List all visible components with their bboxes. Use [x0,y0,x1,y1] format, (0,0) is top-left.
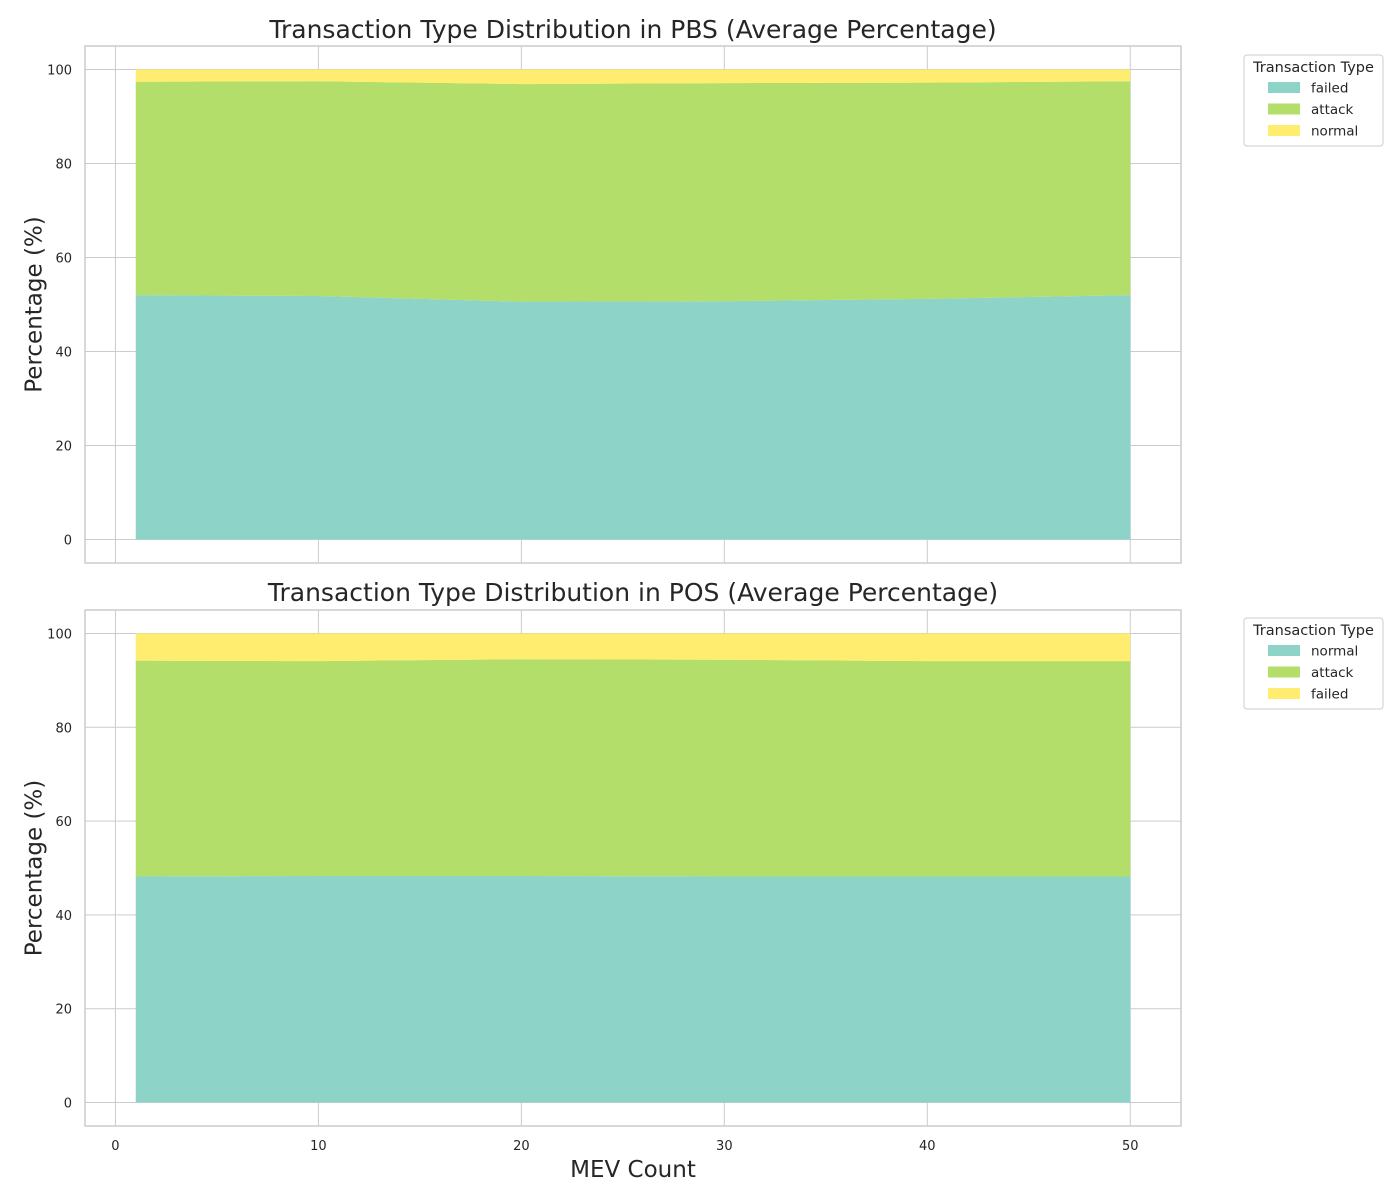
legend-swatch-failed [1268,688,1300,699]
y-tick-label: 100 [47,64,72,79]
legend-label-failed: failed [1311,81,1348,97]
area-series-attack [135,81,1131,302]
y-tick-label: 40 [55,346,72,361]
legend-title: Transaction Type [1252,60,1374,76]
chart-panel-1: 0 20 40 60 80 100 Transaction Type Distributio… [22,15,1384,564]
legend-label-attack: attack [1311,102,1354,118]
legend: Transaction Type failed attack normal [1243,54,1384,147]
y-tick-label: 60 [55,252,72,267]
legend-swatch-attack [1268,103,1300,115]
legend-label-attack: attack [1311,665,1354,681]
y-axis-label: Percentage (%) [22,216,48,393]
x-tick-label: 30 [716,1139,733,1154]
y-tick-label: 20 [55,1003,72,1018]
legend-swatch-failed [1268,82,1300,93]
y-tick-label: 60 [55,815,72,830]
x-axis-label: MEV Count [570,1157,696,1183]
area-series-failed [135,295,1131,540]
legend-swatch-normal [1268,125,1300,136]
x-tick-label: 10 [310,1139,327,1154]
legend-label-failed: failed [1311,687,1348,703]
y-tick-label: 20 [55,440,72,455]
legend-box [1243,617,1384,710]
legend-label-normal: normal [1311,124,1358,140]
area-series-attack [135,659,1131,877]
x-tick-label: 50 [1122,1139,1139,1154]
area-series-failed [135,633,1131,662]
x-tick-label: 0 [111,1139,119,1154]
legend-title: Transaction Type [1252,623,1374,639]
area-series-normal [135,69,1131,85]
y-tick-label: 0 [64,534,72,549]
legend-swatch-attack [1268,666,1300,678]
y-axis-label: Percentage (%) [22,780,48,957]
chart-title: Transaction Type Distribution in POS (Av… [267,578,998,607]
chart-title: Transaction Type Distribution in PBS (Av… [268,15,996,44]
y-tick-label: 0 [64,1097,72,1112]
x-tick-label: 20 [513,1139,530,1154]
axes-frame [84,609,1182,1127]
y-tick-label: 40 [55,909,72,924]
y-tick-label: 80 [55,721,72,736]
legend-swatch-normal [1268,645,1300,656]
area-series-normal [135,875,1131,1103]
legend-box [1243,54,1384,147]
y-tick-label: 100 [47,627,72,642]
legend: Transaction Type normal attack failed [1243,617,1384,710]
legend-label-normal: normal [1311,644,1358,660]
y-tick-label: 80 [55,158,72,173]
chart-panel-2: 0 20 40 60 80 100 0 10 20 30 40 50 Transaction Type … [22,578,1384,1183]
axes-frame [84,45,1182,564]
x-tick-label: 40 [919,1139,936,1154]
